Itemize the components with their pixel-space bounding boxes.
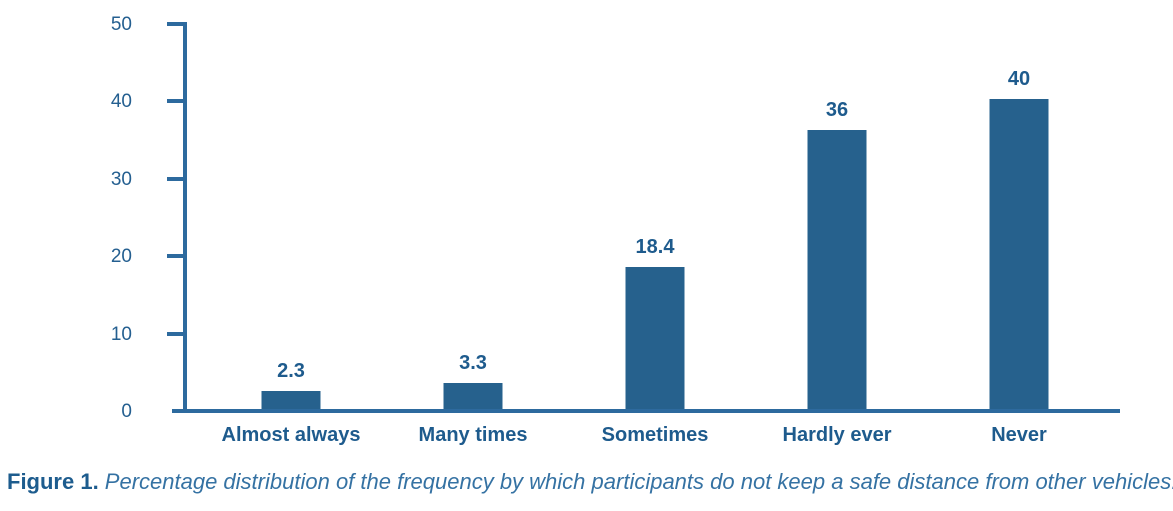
y-tick [167, 254, 183, 259]
x-category-label: Many times [418, 424, 528, 446]
figure-caption: Figure 1. Percentage distribution of the… [7, 468, 1173, 497]
bar [989, 99, 1049, 409]
bar [261, 391, 321, 409]
x-category-label: Sometimes [601, 424, 709, 446]
x-axis-line [172, 409, 1120, 413]
y-axis-line [183, 22, 187, 413]
bar-slot: 36 Hardly ever [746, 24, 928, 445]
y-tick-label: 10 [110, 323, 132, 345]
y-tick-label: 30 [110, 168, 132, 190]
y-tick-label: 20 [110, 246, 132, 268]
bar-slot: 3.3 Many times [382, 24, 564, 445]
bar-slot: 40 Never [928, 24, 1110, 445]
y-tick [167, 331, 183, 336]
x-category-label: Never [991, 424, 1047, 446]
x-category-label: Almost always [221, 424, 361, 446]
bar-value-label: 3.3 [459, 352, 487, 375]
bar [625, 266, 685, 409]
bar-value-label: 40 [1007, 68, 1031, 91]
figure-caption-text: Percentage distribution of the frequency… [98, 469, 1173, 494]
y-tick-label: 50 [110, 14, 132, 35]
bar-value-label: 36 [825, 99, 849, 122]
y-tick-label: 0 [121, 401, 132, 422]
bar-value-label: 2.3 [277, 360, 305, 383]
bar [807, 130, 867, 409]
y-tick [167, 99, 183, 104]
bar [443, 383, 503, 409]
y-tick [167, 22, 183, 26]
y-tick-label: 40 [110, 91, 132, 113]
bar-value-label: 18.4 [635, 235, 675, 258]
x-category-label: Hardly ever [782, 424, 892, 446]
y-tick [167, 176, 183, 181]
bar-chart: 0 10 20 30 40 50 2.3 Almost always 3.3 Many times… [110, 14, 1120, 445]
bar-slot: 2.3 Almost always [200, 24, 382, 445]
figure-caption-prefix: Figure 1. [7, 469, 99, 494]
bar-slot: 18.4 Sometimes [564, 24, 746, 445]
